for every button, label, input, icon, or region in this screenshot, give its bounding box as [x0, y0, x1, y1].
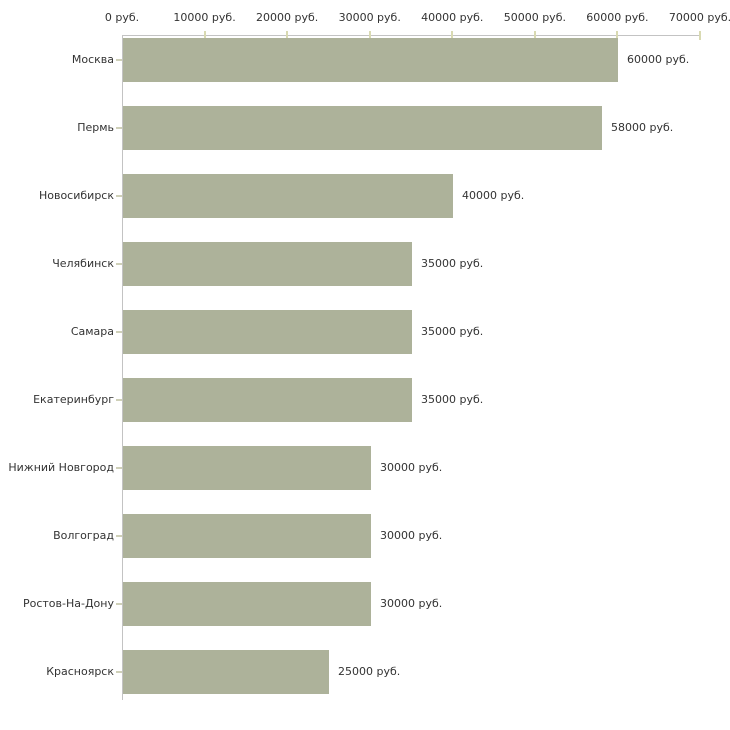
x-tick-label: 0 руб.: [104, 11, 140, 24]
category-tick: [116, 671, 122, 673]
bar[interactable]: [123, 106, 602, 150]
value-label: 35000 руб.: [421, 393, 484, 406]
value-label: 30000 руб.: [380, 529, 443, 542]
x-tick-mark: [368, 31, 371, 40]
category-label: Самара: [70, 325, 114, 338]
category-tick: [116, 331, 122, 333]
value-label: 60000 руб.: [627, 53, 690, 66]
category-tick: [116, 467, 122, 469]
bar[interactable]: [123, 582, 371, 626]
bar[interactable]: [123, 650, 329, 694]
x-tick-mark: [203, 31, 206, 40]
category-label: Пермь: [77, 121, 114, 134]
bar[interactable]: [123, 446, 371, 490]
value-label: 25000 руб.: [338, 665, 401, 678]
category-label: Красноярск: [46, 665, 114, 678]
bar[interactable]: [123, 174, 453, 218]
category-tick: [116, 59, 122, 61]
value-label: 40000 руб.: [462, 189, 525, 202]
bar[interactable]: [123, 38, 618, 82]
x-tick-label: 40000 руб.: [421, 11, 484, 24]
category-label: Ростов-На-Дону: [22, 597, 114, 610]
bar[interactable]: [123, 514, 371, 558]
x-tick-label: 60000 руб.: [586, 11, 649, 24]
bar[interactable]: [123, 242, 412, 286]
x-tick-mark: [699, 31, 701, 40]
x-tick-mark: [616, 31, 619, 40]
x-tick-mark: [451, 31, 454, 40]
x-tick-label: 20000 руб.: [256, 11, 319, 24]
value-label: 58000 руб.: [611, 121, 674, 134]
value-label: 35000 руб.: [421, 325, 484, 338]
x-tick-label: 70000 руб.: [668, 11, 730, 24]
bar[interactable]: [123, 378, 412, 422]
value-label: 35000 руб.: [421, 257, 484, 270]
x-tick-label: 10000 руб.: [173, 11, 236, 24]
x-axis-line: [122, 35, 701, 36]
category-tick: [116, 399, 122, 401]
category-label: Нижний Новгород: [8, 461, 114, 474]
x-tick-label: 50000 руб.: [503, 11, 566, 24]
category-label: Москва: [71, 53, 114, 66]
category-tick: [116, 263, 122, 265]
category-label: Челябинск: [52, 257, 114, 270]
category-label: Новосибирск: [38, 189, 114, 202]
x-tick-label: 30000 руб.: [338, 11, 401, 24]
y-axis-line: [122, 35, 123, 700]
category-label: Волгоград: [53, 529, 114, 542]
x-tick-mark: [286, 31, 289, 40]
category-tick: [116, 603, 122, 605]
category-tick: [116, 195, 122, 197]
x-tick-mark: [533, 31, 536, 40]
category-tick: [116, 127, 122, 129]
category-label: Екатеринбург: [33, 393, 114, 406]
value-label: 30000 руб.: [380, 461, 443, 474]
value-label: 30000 руб.: [380, 597, 443, 610]
category-tick: [116, 535, 122, 537]
bar[interactable]: [123, 310, 412, 354]
